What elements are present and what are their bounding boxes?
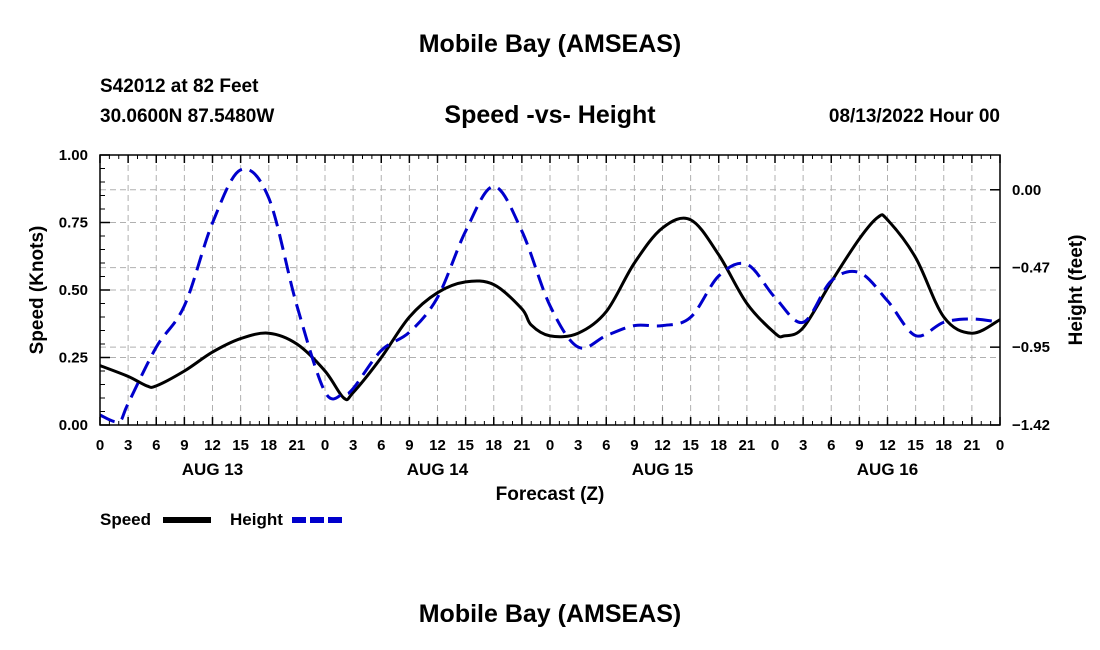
y-axis-label: Speed (Knots) (27, 226, 48, 355)
legend: Speed Height (100, 510, 342, 529)
x-tick-label: 6 (602, 437, 610, 454)
x-tick-label: 18 (485, 437, 502, 454)
day-label: AUG 15 (632, 460, 693, 479)
grid-lines (100, 155, 1000, 426)
x-tick-label: 9 (630, 437, 638, 454)
x-tick-label: 9 (180, 437, 188, 454)
x-tick-label: 12 (879, 437, 896, 454)
y-tick-label: 0.00 (59, 417, 88, 434)
series-line-speed (99, 213, 1001, 402)
x-tick-label: 3 (574, 437, 582, 454)
x-axis-label: Forecast (Z) (496, 484, 605, 505)
x-tick-label: 3 (124, 437, 132, 454)
x-tick-label: 0 (96, 437, 104, 454)
forecast-datetime: 08/13/2022 Hour 00 (828, 106, 1000, 127)
x-tick-label: 0 (321, 437, 329, 454)
chart-subtitle: Speed -vs- Height (444, 101, 656, 129)
x-tick-label: 21 (739, 437, 756, 454)
y2-tick-label: −0.47 (1012, 260, 1050, 277)
x-tick-label: 6 (377, 437, 385, 454)
day-label: AUG 14 (407, 460, 469, 479)
station-label: S42012 at 82 Feet (100, 76, 259, 97)
y2-tick-label: 0.00 (1012, 182, 1041, 199)
x-tick-label: 21 (514, 437, 531, 454)
x-tick-label: 0 (546, 437, 554, 454)
legend-label-height: Height (230, 510, 283, 529)
x-tick-label: 15 (232, 437, 249, 454)
bottom-title: Mobile Bay (AMSEAS) (418, 600, 682, 628)
x-tick-label: 12 (429, 437, 446, 454)
y-tick-label: 1.00 (59, 147, 88, 164)
x-tick-label: 12 (204, 437, 221, 454)
series-lines (99, 167, 1001, 424)
y-tick-label: 0.25 (59, 350, 88, 367)
axis-labels: 0 3 6 9 12 15 18 21 0 3 6 9 12 15 18 21 0 3 6 9 12 15 18 21 0 3 6 9… (59, 147, 1050, 479)
x-tick-label: 0 (996, 437, 1004, 454)
x-tick-label: 15 (682, 437, 699, 454)
x-tick-label: 9 (855, 437, 863, 454)
x-tick-label: 3 (799, 437, 807, 454)
x-tick-label: 12 (654, 437, 671, 454)
coordinates-label: 30.0600N 87.5480W (100, 106, 275, 127)
x-tick-label: 9 (405, 437, 413, 454)
day-label: AUG 13 (182, 460, 243, 479)
y-tick-label: 0.75 (59, 215, 88, 232)
x-tick-label: 18 (935, 437, 952, 454)
x-tick-label: 18 (260, 437, 277, 454)
day-label: AUG 16 (857, 460, 918, 479)
series-line-height (99, 167, 1001, 424)
x-tick-label: 6 (827, 437, 835, 454)
y2-axis-label: Height (feet) (1066, 235, 1087, 346)
legend-label-speed: Speed (100, 510, 151, 529)
y-tick-label: 0.50 (59, 282, 88, 299)
y2-tick-label: −0.95 (1012, 339, 1050, 356)
y2-tick-label: −1.42 (1012, 417, 1050, 434)
x-tick-label: 15 (907, 437, 924, 454)
x-tick-label: 3 (349, 437, 357, 454)
x-tick-label: 6 (152, 437, 160, 454)
x-tick-label: 21 (289, 437, 306, 454)
x-tick-label: 15 (457, 437, 474, 454)
x-tick-label: 21 (964, 437, 981, 454)
x-tick-label: 18 (710, 437, 727, 454)
main-title: Mobile Bay (AMSEAS) (418, 30, 682, 58)
x-tick-label: 0 (771, 437, 779, 454)
axis-ticks (99, 154, 1001, 426)
